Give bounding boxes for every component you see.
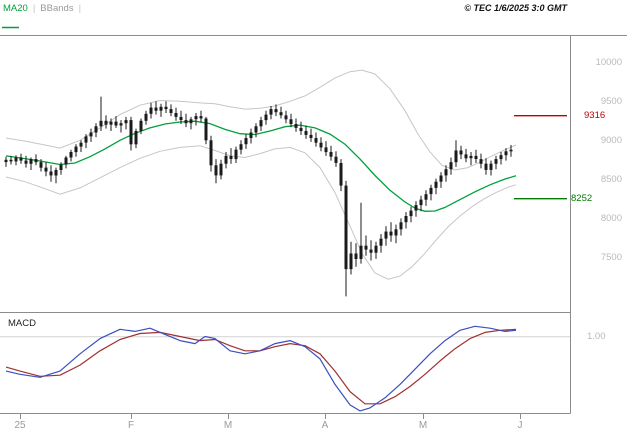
price-levels bbox=[514, 115, 567, 200]
legend-separator: | bbox=[32, 3, 36, 14]
price-axis-label: 8500 bbox=[600, 174, 622, 186]
macd-line bbox=[5, 325, 517, 412]
bb-lower-line bbox=[5, 145, 517, 280]
month-label: J bbox=[517, 420, 523, 431]
price-axis-label: 9500 bbox=[600, 96, 622, 108]
copyright-text: © TEC 1/6/2025 3:0 GMT bbox=[464, 3, 567, 13]
price-axis-label: 10000 bbox=[595, 57, 622, 69]
price-axis-label: 8000 bbox=[600, 213, 622, 225]
macd-signal-line bbox=[5, 328, 517, 405]
month-label: M bbox=[418, 420, 428, 431]
candlesticks bbox=[4, 96, 513, 297]
price-axis-label: 7500 bbox=[600, 252, 622, 264]
month-label: F bbox=[127, 420, 135, 431]
macd-panel-label: MACD bbox=[8, 318, 36, 329]
bollinger-bands bbox=[5, 69, 517, 280]
month-label: A bbox=[321, 420, 329, 431]
resistance-level-label: 9316 bbox=[584, 109, 606, 121]
support-level-label: 8252 bbox=[571, 192, 593, 204]
month-label: M bbox=[223, 420, 233, 431]
chart-legend: MA20 | BBands | bbox=[3, 3, 81, 14]
panel-borders bbox=[0, 35, 627, 414]
macd-axis-label: 1.00 bbox=[587, 330, 606, 342]
bb-upper-line bbox=[5, 69, 517, 171]
price-axis-label: 9000 bbox=[600, 135, 622, 147]
month-label: 25 bbox=[14, 420, 26, 431]
legend-separator: | bbox=[78, 3, 82, 14]
ma20-line bbox=[5, 120, 517, 212]
macd-indicator bbox=[0, 325, 570, 412]
legend-ma20[interactable]: MA20 bbox=[3, 3, 28, 14]
legend-bbands[interactable]: BBands bbox=[40, 3, 74, 14]
ma20 bbox=[5, 120, 517, 212]
time-ticks bbox=[20, 413, 521, 419]
